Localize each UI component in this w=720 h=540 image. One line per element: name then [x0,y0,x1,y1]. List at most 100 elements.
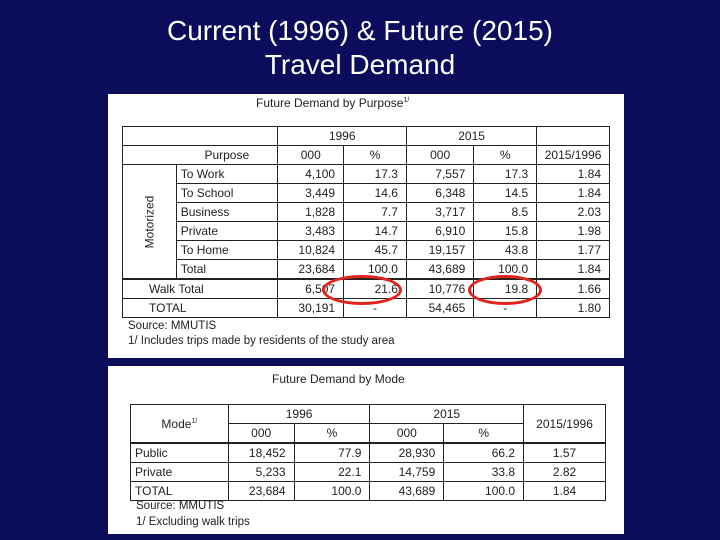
cell-value: 7.7 [343,202,407,222]
mode-table: Mode1/ 1996 2015 2015/1996 000 % 000 % P… [130,404,606,501]
cell-value: 15.8 [473,221,538,241]
mode-year-1996: 1996 [227,404,371,424]
purpose-year-1996: 1996 [277,126,407,146]
cell-value: 100.0 [443,481,525,501]
purpose-table-panel: Future Demand by Purpose1/ 1996 2015 Pur… [108,94,624,358]
table-row: Business 1,828 7.7 3,717 8.5 2.03 [123,202,610,222]
cell-value: 4,100 [277,164,345,184]
mode-col-mode: Mode1/ [130,404,229,444]
cell-value: 6,348 [405,183,475,203]
purpose-col-ratio: 2015/1996 [536,145,610,165]
row-label: Private [130,462,229,482]
cell-value: 1.80 [536,298,610,318]
cell-value: 43.8 [473,240,538,260]
mode-table-year-header: Mode1/ 1996 2015 2015/1996 [130,404,606,444]
mode-col-pct-1996: % [293,423,371,444]
row-label: To Work [175,164,279,184]
purpose-col-pct-1996: % [343,145,407,165]
cell-value: 14,759 [369,462,445,482]
cell-value: 66.2 [443,442,525,463]
cell-value: 30,191 [277,298,345,318]
cell-value: 1.84 [536,259,610,280]
row-label: To Home [175,240,279,260]
row-label: To School [175,183,279,203]
purpose-footnote: 1/ Includes trips made by residents of t… [128,335,395,347]
cell-value: 1.66 [536,278,610,299]
purpose-table: 1996 2015 Purpose 000 % 000 % 2015/1996 … [121,126,610,318]
purpose-table-caption: Future Demand by Purpose1/ [256,96,409,110]
cell-value: 14.7 [343,221,407,241]
slide-title-line-1: Current (1996) & Future (2015) [167,15,553,46]
cell-value: 1.98 [536,221,610,241]
purpose-col-pct-2015: % [473,145,538,165]
slide-title-line-2: Travel Demand [264,49,456,80]
purpose-year-2015: 2015 [405,126,538,146]
cell-value: 100.0 [293,481,371,501]
mode-col-mode-text: Mode [161,416,192,431]
purpose-col-purpose: Purpose [176,145,279,165]
cell-value: 22.1 [293,462,371,482]
cell-value: 3,449 [277,183,345,203]
cell-value: 14.6 [343,183,407,203]
cell-value: 10,824 [277,240,345,260]
mode-source-note: Source: MMUTIS [136,500,225,512]
cell-value: 1.84 [536,183,610,203]
mode-table-caption: Future Demand by Mode [272,372,405,386]
purpose-header-blank-ratio [536,126,610,146]
cell-value: 77.9 [293,442,371,463]
cell-value: 1.84 [536,164,610,184]
cell-value: 6,910 [405,221,475,241]
slide-title: Current (1996) & Future (2015) Travel De… [0,14,720,82]
table-row: Private 5,233 22.1 14,759 33.8 2.82 [130,462,606,482]
mode-col-000-2015: 000 [369,423,445,444]
purpose-col-blank [122,145,177,165]
row-label: TOTAL [130,481,229,501]
cell-value: 19,157 [405,240,475,260]
cell-value: 3,483 [277,221,345,241]
row-label: Business [175,202,279,222]
cell-value: 3,717 [405,202,475,222]
cell-value: 18,452 [227,442,295,463]
cell-value: 2.03 [536,202,610,222]
purpose-caption-note-mark: 1/ [403,97,410,104]
cell-value: 33.8 [443,462,525,482]
motorized-group-cell: Motorized [122,164,177,280]
cell-value: 2.82 [523,462,606,482]
cell-value: 23,684 [227,481,295,501]
row-label: Walk Total [121,278,279,299]
cell-value: 28,930 [369,442,445,463]
mode-year-2015: 2015 [369,404,525,424]
cell-value: 14.5 [473,183,538,203]
cell-value: 10,776 [405,278,475,299]
cell-value: 43,689 [405,259,475,280]
table-row: Motorized To Work 4,100 17.3 7,557 17.3 … [122,164,610,280]
row-label: Public [130,442,229,463]
purpose-col-000-1996: 000 [277,145,345,165]
mode-col-ratio: 2015/1996 [523,404,606,444]
row-label: Private [175,221,279,241]
cell-value: 23,684 [277,259,345,280]
table-row: Private 3,483 14.7 6,910 15.8 1.98 [123,221,610,241]
purpose-col-000-2015: 000 [405,145,475,165]
purpose-table-column-header: Purpose 000 % 000 % 2015/1996 [122,145,610,165]
motorized-group-label: Motorized [142,195,157,248]
cell-value: 1.57 [523,442,606,463]
purpose-table-caption-text: Future Demand by Purpose [256,96,404,110]
table-row: TOTAL 23,684 100.0 43,689 100.0 1.84 [130,481,606,501]
cell-value: 1.84 [523,481,606,501]
cell-value: 45.7 [343,240,407,260]
mode-col-000-1996: 000 [227,423,295,444]
row-label: TOTAL [121,298,279,318]
row-label: Total [175,259,279,280]
mode-col-pct-2015: % [443,423,525,444]
cell-value: 43,689 [369,481,445,501]
cell-value: 1,828 [277,202,345,222]
cell-value: 1.77 [536,240,610,260]
cell-value: 17.3 [343,164,407,184]
cell-value: 7,557 [405,164,475,184]
purpose-header-blank [121,126,279,146]
table-row: To Home 10,824 45.7 19,157 43.8 1.77 [123,240,610,260]
highlight-circle-1996 [322,275,402,305]
cell-value: 54,465 [405,298,475,318]
grand-total-row: TOTAL 30,191 - 54,465 - 1.80 [121,298,610,318]
